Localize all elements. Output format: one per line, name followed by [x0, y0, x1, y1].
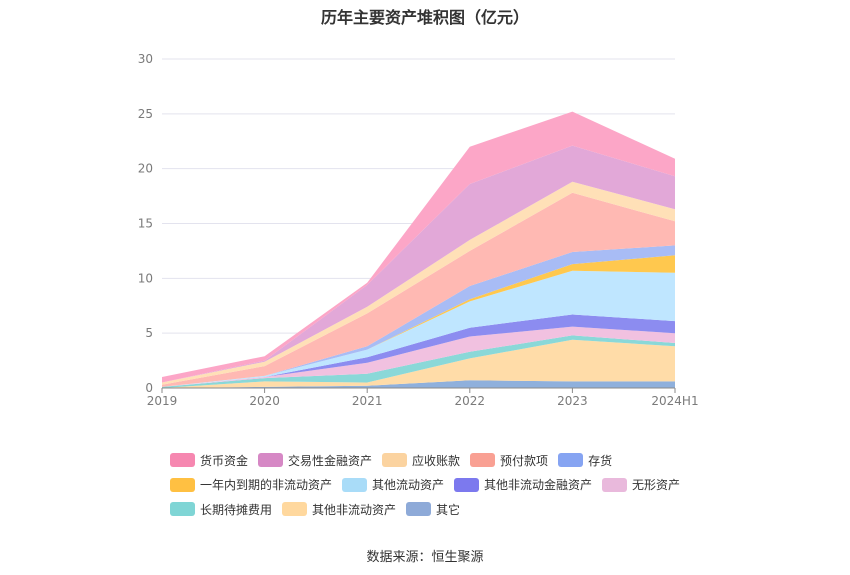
- x-tick-label: 2024H1: [651, 394, 698, 408]
- y-tick-label: 25: [138, 107, 153, 121]
- legend-swatch: [170, 453, 195, 468]
- x-tick-label: 2022: [455, 394, 486, 408]
- chart-title: 历年主要资产堆积图（亿元）: [320, 8, 529, 27]
- x-tick-label: 2021: [352, 394, 383, 408]
- legend-item[interactable]: 其他非流动资产: [282, 501, 396, 518]
- y-tick-label: 20: [138, 162, 153, 176]
- legend: 货币资金 交易性金融资产 应收账款 预付款项 存货 一年内到期的非流动资产 其他流动资产 其他…: [170, 448, 730, 522]
- y-tick-label: 5: [145, 326, 153, 340]
- legend-swatch: [602, 477, 628, 492]
- area-其它: [162, 380, 675, 388]
- legend-item[interactable]: 长期待摊费用: [170, 501, 272, 518]
- area-series-layer: [162, 111, 675, 388]
- legend-row: 货币资金 交易性金融资产 应收账款 预付款项 存货: [170, 448, 730, 473]
- legend-label: 一年内到期的非流动资产: [200, 478, 333, 493]
- legend-label: 存货: [588, 453, 613, 468]
- legend-item[interactable]: 无形资产: [602, 476, 680, 493]
- area-其他非流动金融资产: [162, 314, 675, 387]
- legend-item[interactable]: 其他流动资产: [342, 476, 444, 493]
- legend-label: 货币资金: [200, 453, 249, 468]
- legend-swatch: [558, 453, 584, 468]
- y-tick-label: 0: [145, 381, 153, 395]
- legend-item[interactable]: 其它: [406, 501, 460, 518]
- legend-swatch: [454, 477, 480, 492]
- legend-label: 长期待摊费用: [200, 502, 273, 517]
- area-交易性金融资产: [162, 145, 675, 383]
- legend-label: 预付款项: [500, 453, 549, 468]
- legend-swatch: [258, 453, 284, 468]
- legend-swatch: [170, 502, 195, 517]
- legend-item[interactable]: 货币资金: [170, 452, 248, 469]
- area-无形资产: [162, 326, 675, 387]
- legend-label: 交易性金融资产: [288, 453, 373, 468]
- legend-swatch: [342, 477, 368, 492]
- x-tick-label: 2020: [249, 394, 280, 408]
- legend-label: 其他流动资产: [372, 478, 445, 493]
- legend-row: 一年内到期的非流动资产 其他流动资产 其他非流动金融资产 无形资产: [170, 473, 730, 498]
- legend-swatch: [170, 477, 195, 492]
- stacked-area-chart: 0 5 10 15 20 25 30 2019 2020 2021 2022 2023 2024H1: [138, 52, 699, 408]
- area-长期待摊费用: [162, 335, 675, 388]
- legend-item[interactable]: 一年内到期的非流动资产: [170, 476, 332, 493]
- y-tick-label: 30: [138, 52, 153, 66]
- legend-label: 应收账款: [412, 453, 461, 468]
- legend-label: 其它: [436, 502, 461, 517]
- legend-item[interactable]: 预付款项: [470, 452, 548, 469]
- legend-label: 无形资产: [632, 478, 681, 493]
- legend-label: 其他非流动金融资产: [484, 478, 593, 493]
- x-tick-label: 2019: [147, 394, 178, 408]
- y-tick-label: 15: [138, 217, 153, 231]
- legend-swatch: [470, 453, 496, 468]
- legend-item[interactable]: 交易性金融资产: [258, 452, 372, 469]
- area-其他非流动资产: [162, 339, 675, 388]
- legend-item[interactable]: 存货: [558, 452, 612, 469]
- area-预付款项: [162, 192, 675, 387]
- area-货币资金: [162, 111, 675, 383]
- legend-item[interactable]: 应收账款: [382, 452, 460, 469]
- area-应收账款: [162, 181, 675, 385]
- legend-swatch: [282, 502, 308, 517]
- x-tick-label: 2023: [557, 394, 588, 408]
- area-其他流动资产: [162, 270, 675, 387]
- y-tick-label: 10: [138, 271, 153, 285]
- legend-label: 其他非流动资产: [312, 502, 397, 517]
- axes: 0 5 10 15 20 25 30 2019 2020 2021 2022 2023 2024H1: [138, 52, 699, 408]
- legend-swatch: [382, 453, 408, 468]
- legend-row: 长期待摊费用 其他非流动资产 其它: [170, 497, 730, 522]
- source-note: 数据来源：恒生聚源: [366, 550, 484, 565]
- area-一年内到期的非流动资产: [162, 255, 675, 387]
- legend-item[interactable]: 其他非流动金融资产: [454, 476, 592, 493]
- legend-swatch: [406, 502, 432, 517]
